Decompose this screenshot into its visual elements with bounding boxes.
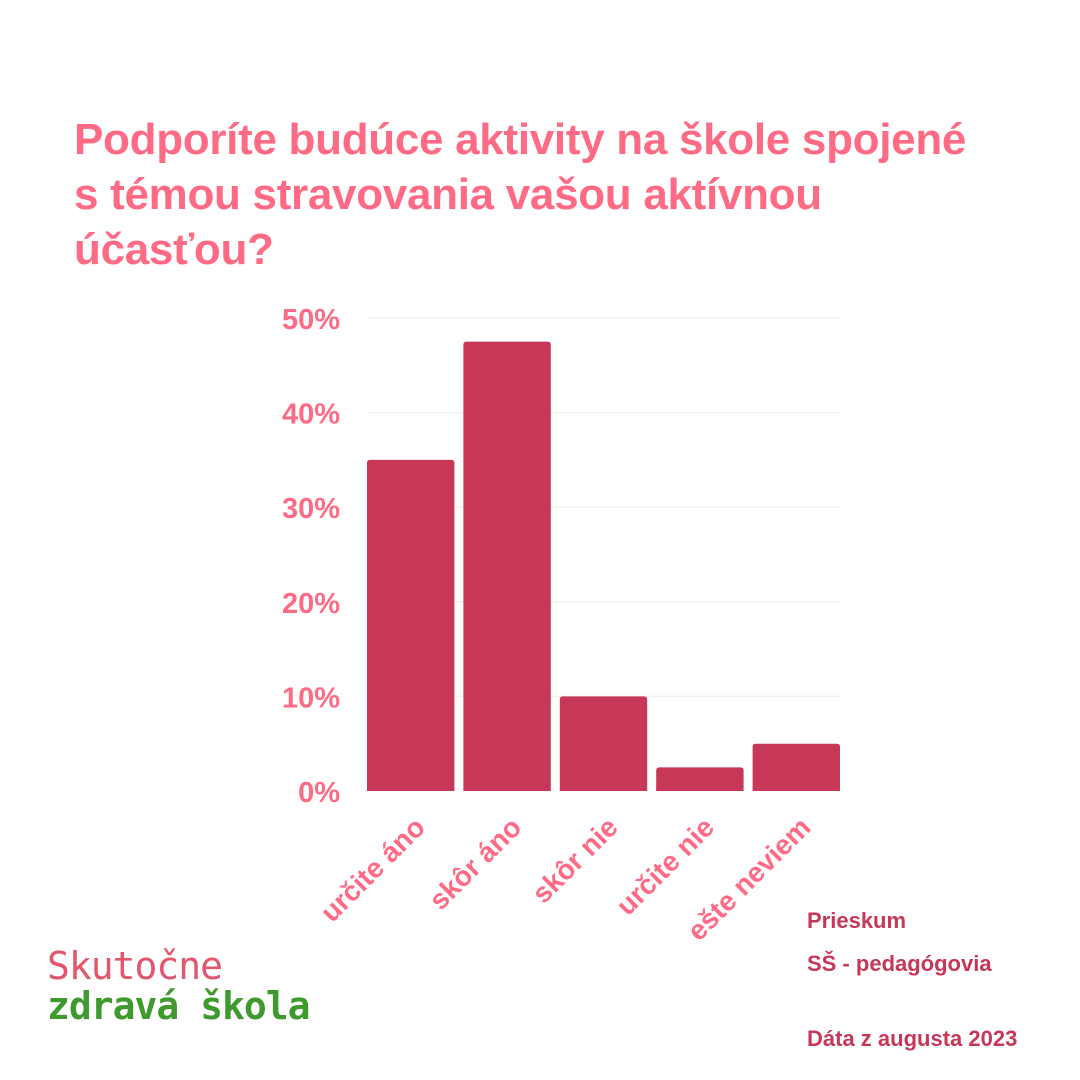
y-tick-label: 30% [282, 493, 340, 525]
bar-2 [463, 341, 551, 791]
bars [367, 341, 840, 791]
brand-logo-line-2: zdravá škola [47, 984, 311, 1028]
brand-logo-line-1: Skutočne [47, 944, 223, 988]
y-tick-label: 40% [282, 399, 340, 431]
x-category-label: skôr áno [423, 811, 527, 915]
bar-3 [559, 696, 648, 791]
chart-title: Podporíte budúce aktivity na škole spoje… [74, 115, 967, 274]
y-tick-label: 50% [282, 304, 340, 336]
y-tick-label: 0% [298, 777, 340, 809]
survey-label: Prieskum [807, 908, 907, 933]
bar-5 [752, 743, 840, 791]
bar-1 [367, 459, 455, 791]
y-axis-ticks: 0% 10% 20% 30% 40% 50% [282, 304, 340, 809]
bar-4 [656, 767, 744, 791]
survey-date: Dáta z augusta 2023 [807, 1026, 1018, 1051]
survey-group: SŠ - pedagógovia [807, 951, 992, 976]
x-category-label: určite áno [314, 811, 431, 928]
y-tick-label: 20% [282, 588, 340, 620]
y-tick-label: 10% [282, 682, 340, 714]
x-category-label: skôr nie [526, 811, 624, 909]
